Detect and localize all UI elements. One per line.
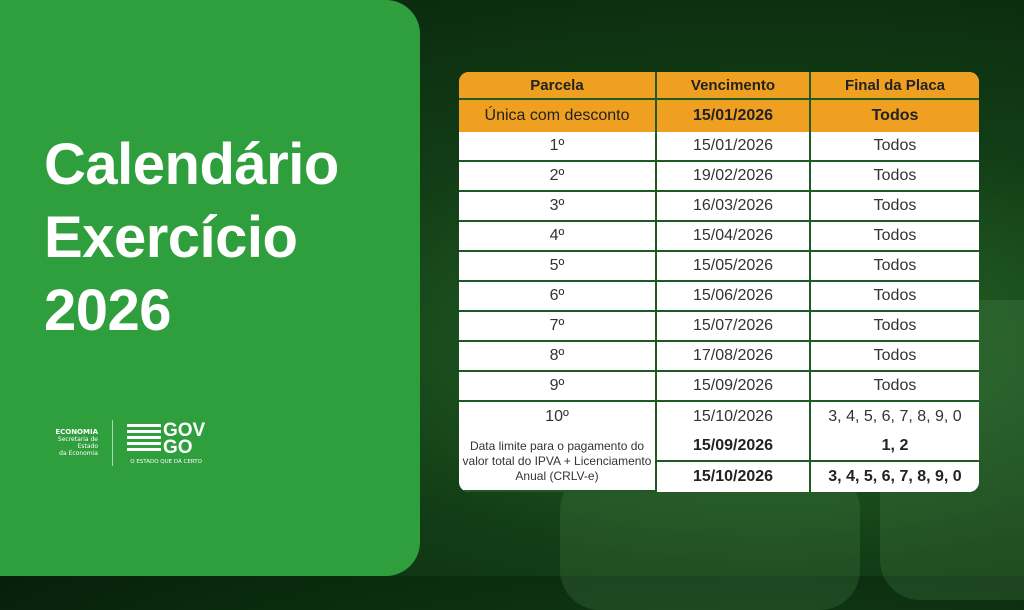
table-row: 2º 19/02/2026 Todos <box>459 162 979 192</box>
title-line: Exercício <box>44 205 298 270</box>
economia-sub: Secretaria de Estado <box>57 436 98 450</box>
header-final-placa: Final da Placa <box>811 72 979 100</box>
cell: 1º <box>459 132 657 162</box>
table-row: 10º 15/10/2026 3, 4, 5, 6, 7, 8, 9, 0 <box>459 402 979 432</box>
cell: 15/07/2026 <box>657 312 811 342</box>
cell: Todos <box>811 282 979 312</box>
gov-slogan: O ESTADO QUE DÁ CERTO <box>130 458 202 465</box>
cell: 15/06/2026 <box>657 282 811 312</box>
header-vencimento: Vencimento <box>657 72 811 100</box>
table-row: 5º 15/05/2026 Todos <box>459 252 979 282</box>
header-parcela: Parcela <box>459 72 657 100</box>
cell: 3º <box>459 192 657 222</box>
table-header: Parcela Vencimento Final da Placa <box>459 72 979 100</box>
cell: Todos <box>811 192 979 222</box>
economia-sub: da Economia <box>59 450 98 457</box>
cell: 7º <box>459 312 657 342</box>
cell: Todos <box>811 222 979 252</box>
cell: Todos <box>811 100 979 132</box>
cell: 5º <box>459 252 657 282</box>
logos: ECONOMIA Secretaria de Estado da Economi… <box>40 420 205 466</box>
table-row: 8º 17/08/2026 Todos <box>459 342 979 372</box>
table-row: 9º 15/09/2026 Todos <box>459 372 979 402</box>
cell: 6º <box>459 282 657 312</box>
cell: 15/01/2026 <box>657 100 811 132</box>
cell: 8º <box>459 342 657 372</box>
final-note: Data limite para o pagamento do valor to… <box>459 432 657 492</box>
table-row: 4º 15/04/2026 Todos <box>459 222 979 252</box>
table-row: 7º 15/07/2026 Todos <box>459 312 979 342</box>
cell: 4º <box>459 222 657 252</box>
cell: Todos <box>811 342 979 372</box>
cell: 15/05/2026 <box>657 252 811 282</box>
table-row-final: 15/10/2026 3, 4, 5, 6, 7, 8, 9, 0 <box>459 462 979 492</box>
table-row-final: Data limite para o pagamento do valor to… <box>459 432 979 492</box>
cell: 15/10/2026 <box>657 462 811 492</box>
table-row: 6º 15/06/2026 Todos <box>459 282 979 312</box>
gov-text: GOV <box>163 419 206 441</box>
cell: Todos <box>811 312 979 342</box>
table-row: 1º 15/01/2026 Todos <box>459 132 979 162</box>
table-row: 3º 16/03/2026 Todos <box>459 192 979 222</box>
cell: 15/10/2026 <box>657 402 811 432</box>
economia-label: ECONOMIA <box>55 428 98 436</box>
cell: 2º <box>459 162 657 192</box>
cell: 15/09/2026 <box>657 432 811 462</box>
cell: 15/01/2026 <box>657 132 811 162</box>
cell: Única com desconto <box>459 100 657 132</box>
cell: 15/09/2026 <box>657 372 811 402</box>
calendar-table: Parcela Vencimento Final da Placa Única … <box>459 72 979 492</box>
cell: 9º <box>459 372 657 402</box>
flag-icon <box>127 423 161 454</box>
cell: 16/03/2026 <box>657 192 811 222</box>
cell: Todos <box>811 162 979 192</box>
cell: Todos <box>811 372 979 402</box>
cell: 1, 2 <box>811 432 979 462</box>
cell: 3, 4, 5, 6, 7, 8, 9, 0 <box>828 468 962 485</box>
cell: 3, 4, 5, 6, 7, 8, 9, 0 <box>828 408 962 425</box>
economia-logo: ECONOMIA Secretaria de Estado da Economi… <box>40 428 98 458</box>
cell: 15/04/2026 <box>657 222 811 252</box>
title-line: 2026 <box>44 278 172 343</box>
cell: 10º <box>459 402 657 432</box>
page-title: Calendário Exercício 2026 <box>44 128 339 347</box>
cell: 19/02/2026 <box>657 162 811 192</box>
logo-divider <box>112 420 113 466</box>
cell: Todos <box>811 132 979 162</box>
go-text: GO <box>163 436 193 458</box>
cell: Todos <box>811 252 979 282</box>
cell: 17/08/2026 <box>657 342 811 372</box>
title-panel: Calendário Exercício 2026 ECONOMIA Secre… <box>0 0 420 576</box>
title-line: Calendário <box>44 132 339 197</box>
table-row-unica: Única com desconto 15/01/2026 Todos <box>459 100 979 132</box>
govgo-logo: GOV GO O ESTADO QUE DÁ CERTO <box>127 419 206 465</box>
